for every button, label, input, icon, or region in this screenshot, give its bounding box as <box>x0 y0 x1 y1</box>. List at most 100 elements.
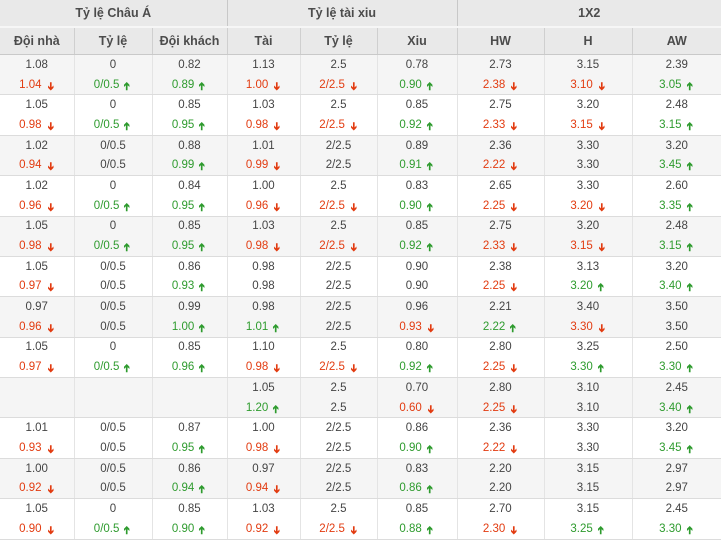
odds-cell: 0.70 <box>376 377 457 398</box>
odds-value: 1.10 <box>252 341 275 354</box>
odds-cell: 2.75 <box>456 216 544 237</box>
odds-cell: 3.30 <box>543 175 632 196</box>
odds-value: 0.70 <box>405 381 429 394</box>
arrow-down-icon: ➔ <box>44 81 57 91</box>
odds-cell: 0.96 ➔ <box>0 316 74 338</box>
odds-cell: 0.85 <box>151 94 227 116</box>
odds-value: 3.45 <box>659 159 682 172</box>
arrow-up-icon: ➔ <box>683 81 696 91</box>
arrow-up-icon: ➔ <box>196 364 209 373</box>
odds-value: 0.86 <box>178 462 201 475</box>
arrow-up-icon: ➔ <box>270 323 283 333</box>
odds-value: 2.80 <box>489 381 512 394</box>
odds-value: 0.94 <box>245 482 269 495</box>
arrow-down-icon: ➔ <box>347 525 360 535</box>
arrow-up-icon: ➔ <box>196 202 209 212</box>
arrow-up-icon: ➔ <box>196 525 209 535</box>
odds-cell: 0.92 ➔ <box>0 478 74 500</box>
arrow-down-icon: ➔ <box>595 202 608 212</box>
odds-value: 1.00 <box>25 462 48 475</box>
odds-cell: 0.87 <box>151 417 227 439</box>
odds-value: 3.30 <box>570 320 593 333</box>
arrow-up-icon: ➔ <box>683 404 696 414</box>
odds-value: 0.85 <box>178 341 201 354</box>
odds-cell: 2.36 <box>456 417 544 439</box>
odds-cell: 2.48 <box>631 94 721 116</box>
odds-cell: 0.94 ➔ <box>0 155 74 177</box>
odds-cell: 0.98 ➔ <box>0 115 74 136</box>
odds-value: 3.20 <box>576 220 600 233</box>
odds-cell: 1.20 ➔ <box>226 397 300 419</box>
arrow-up-icon: ➔ <box>683 202 696 212</box>
odds-cell: 2.39 <box>631 54 721 75</box>
odds-cell: 2.5 <box>299 54 377 75</box>
odds-cell: 0/0.5 ➔ <box>73 74 152 96</box>
opening-odds-row: 1.02 0 0.84 1.00 2.5 0.83 2.65 3.30 2.60 <box>0 175 721 196</box>
odds-value: 0.85 <box>405 220 429 233</box>
live-odds-row: 0.97 ➔ 0/0.5 ➔ 0.96 ➔ 0.98 ➔ 2/2.5 ➔ 0.92 ➔ 2.25 ➔ 3.3… <box>0 357 721 379</box>
odds-value: 1.02 <box>25 139 48 152</box>
odds-value: 0.90 <box>405 260 429 273</box>
opening-odds-row: 1.00 0/0.5 0.86 0.97 2/2.5 0.83 2.20 3.15 2.97 <box>0 458 721 479</box>
odds-cell: 2/2.5 ➔ <box>299 195 377 217</box>
odds-cell: 0.88 <box>151 135 227 156</box>
live-odds-row: 0.96 ➔ 0/0.5 1.00 ➔ 1.01 ➔ 2/2.5 0.93 ➔ 2.22 ➔ 3.30 ➔… <box>0 316 721 338</box>
group-header-over-under: Tỷ lệ tài xiu <box>226 0 457 28</box>
odds-cell: 1.05 <box>0 94 74 116</box>
opening-odds-row: 1.08 0 0.82 1.13 2.5 0.78 2.73 3.15 2.39 <box>0 54 721 75</box>
odds-value: 2.5 <box>330 502 347 515</box>
odds-value: 3.25 <box>570 522 593 535</box>
odds-cell: 2.73 <box>456 54 544 75</box>
arrow-down-icon: ➔ <box>507 121 520 131</box>
odds-value: 3.10 <box>576 381 600 394</box>
odds-cell: 2.5 <box>299 94 377 116</box>
odds-value: 0.87 <box>178 422 201 435</box>
odds-value: 0.92 <box>245 522 269 535</box>
odds-value: 0.99 <box>171 159 195 172</box>
odds-value: 1.05 <box>25 341 48 354</box>
arrow-up-icon: ➔ <box>683 283 696 293</box>
odds-value: 0.93 <box>399 320 422 333</box>
column-header-under: Xiu <box>376 27 457 55</box>
odds-cell: 0.99 ➔ <box>226 155 300 177</box>
odds-cell: 1.05 <box>0 337 74 358</box>
odds-cell: 2.70 <box>456 498 544 519</box>
odds-cell: 0.86 <box>376 417 457 439</box>
odds-cell: 3.35 ➔ <box>631 195 721 217</box>
odds-cell: 0.96 <box>376 296 457 317</box>
odds-value: 0.96 <box>19 320 42 333</box>
odds-cell: 2/2.5 ➔ <box>299 236 377 257</box>
odds-cell: 0.99 <box>151 296 227 317</box>
odds-value: 0.90 <box>405 280 429 293</box>
odds-cell: 0.88 ➔ <box>376 518 457 540</box>
odds-value: 3.30 <box>570 361 593 374</box>
odds-cell: 2.60 <box>631 175 721 196</box>
column-header-home-win: HW <box>456 27 544 55</box>
odds-value: 3.15 <box>659 118 682 131</box>
odds-cell: 2.5 <box>299 397 377 419</box>
odds-value: 0.85 <box>178 220 201 233</box>
odds-value: 0.89 <box>405 139 429 152</box>
odds-value: 1.01 <box>25 422 48 435</box>
odds-value: 0.98 <box>245 441 269 454</box>
arrow-up-icon: ➔ <box>121 364 134 373</box>
odds-cell: 0.90 <box>376 256 457 277</box>
odds-cell: 0.85 <box>151 216 227 237</box>
odds-cell: 2.36 <box>456 135 544 156</box>
odds-cell: 1.03 <box>226 94 300 116</box>
odds-value: 0/0.5 <box>93 78 120 91</box>
odds-value: 2/2.5 <box>319 361 345 374</box>
odds-cell: 3.15 <box>543 498 632 519</box>
odds-value: 3.30 <box>576 139 600 152</box>
arrow-down-icon: ➔ <box>507 242 520 252</box>
odds-value: 3.50 <box>665 301 688 314</box>
odds-value: 1.00 <box>171 320 195 333</box>
odds-value: 2.25 <box>482 199 506 212</box>
odds-cell: 2/2.5 <box>299 478 377 500</box>
odds-cell: 1.02 <box>0 175 74 196</box>
arrow-down-icon: ➔ <box>44 242 57 252</box>
odds-value: 0.92 <box>399 361 422 374</box>
odds-value: 0/0.5 <box>93 118 120 131</box>
odds-cell: 3.50 <box>631 316 721 338</box>
